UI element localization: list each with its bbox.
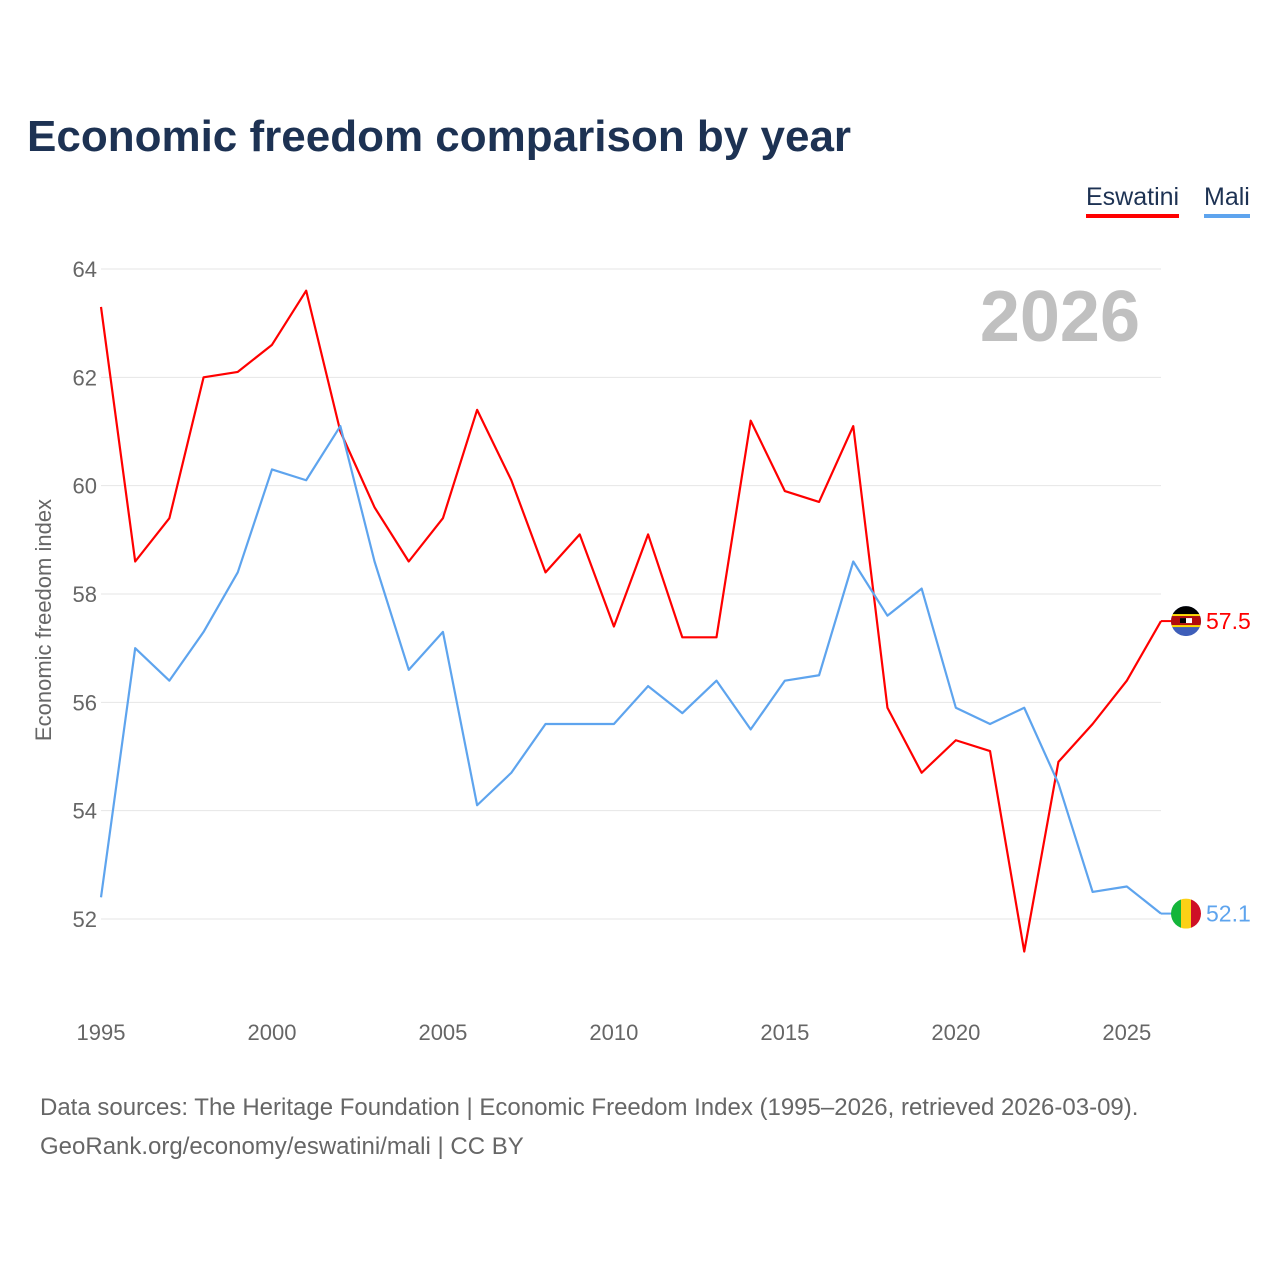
mali-flag-icon [1171, 898, 1201, 929]
legend-mali[interactable]: Mali [1204, 183, 1250, 218]
end-value-label: 57.5 [1206, 608, 1251, 634]
series-line-mali [99, 424, 1162, 915]
y-tick-label: 52 [73, 907, 97, 932]
end-value-label: 52.1 [1206, 901, 1251, 927]
x-tick-label: 1995 [77, 1020, 126, 1045]
y-tick-label: 64 [73, 257, 97, 282]
year-watermark: 2026 [980, 277, 1140, 357]
source-line-2[interactable]: GeoRank.org/economy/eswatini/mali | CC B… [40, 1133, 524, 1160]
x-tick-label: 2005 [418, 1020, 467, 1045]
source-line-1: Data sources: The Heritage Foundation | … [40, 1094, 1139, 1121]
x-tick-label: 2010 [589, 1020, 638, 1045]
y-axis-label: Economic freedom index [31, 499, 56, 741]
x-tick-label: 2015 [760, 1020, 809, 1045]
legend-eswatini[interactable]: Eswatini [1086, 183, 1180, 218]
y-tick-label: 60 [73, 474, 97, 499]
y-tick-label: 58 [73, 582, 97, 607]
eswatini-flag-icon [1171, 606, 1201, 637]
series-line-eswatini [99, 289, 1162, 953]
x-tick-label: 2000 [247, 1020, 296, 1045]
chart-title: Economic freedom comparison by year [27, 112, 852, 161]
x-tick-label: 2020 [931, 1020, 980, 1045]
y-tick-label: 56 [73, 690, 97, 715]
y-tick-label: 62 [73, 365, 97, 390]
y-tick-label: 54 [73, 799, 97, 824]
x-tick-label: 2025 [1102, 1020, 1151, 1045]
source-note: Data sources: The Heritage Foundation | … [40, 1088, 1138, 1166]
